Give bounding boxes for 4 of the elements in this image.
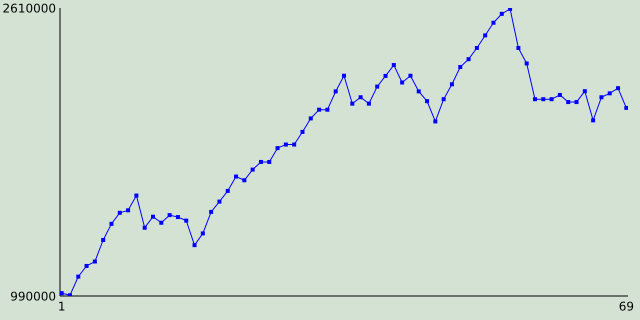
- y-tick-label: 990000: [10, 289, 56, 304]
- x-tick-label: 69: [618, 300, 634, 314]
- y-tick-label: 2610000: [2, 1, 56, 16]
- x-tick-label: 1: [58, 300, 66, 314]
